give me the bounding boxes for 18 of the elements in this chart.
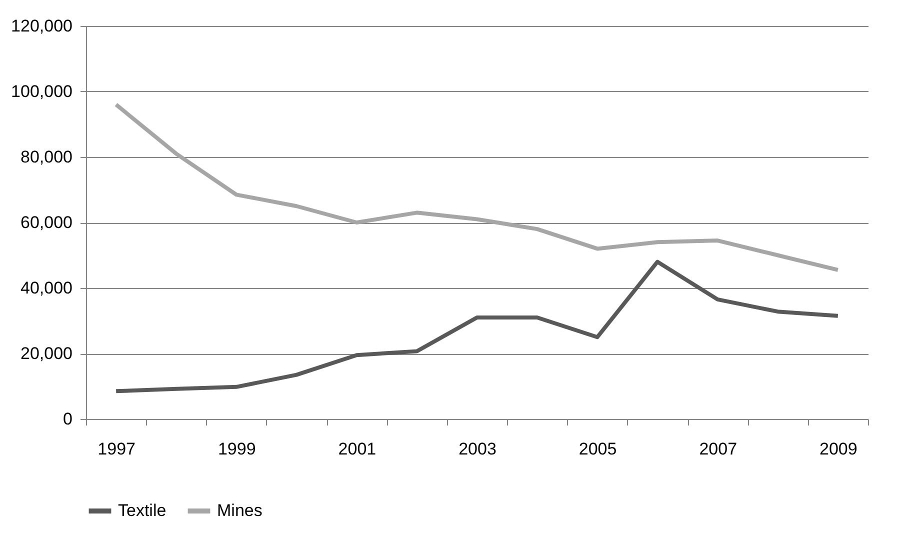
y-tick-label: 100,000 [11,82,72,101]
line-series [114,102,840,272]
line-series [114,260,840,394]
y-tick-label: 0 [63,410,72,428]
x-tick-label: 2001 [338,440,376,458]
y-tick-label: 120,000 [11,16,72,36]
y-tick-label: 80,000 [20,148,72,166]
y-tick-label: 20,000 [20,344,72,363]
x-tick-label: 2003 [458,440,496,458]
y-tick-label: 60,000 [20,213,72,232]
x-tick-label: 2007 [699,440,738,458]
x-tick-label: 2009 [820,440,858,458]
y-tick-label: 40,000 [20,278,72,298]
legend-label: Textile [118,501,166,520]
legend-label: Mines [217,501,262,520]
x-tick-label: 1999 [218,440,256,458]
x-tick-label: 2005 [578,440,617,458]
x-tick-label: 1997 [98,440,136,458]
